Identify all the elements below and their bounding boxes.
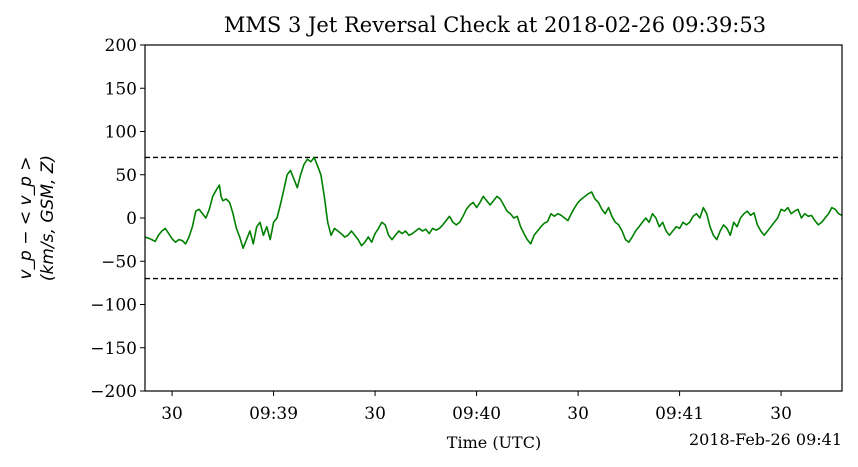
y-tick-label: −50 [101,252,137,272]
y-tick-label: −150 [90,339,137,359]
y-axis-label-line1: v_p − < v_p > [16,156,36,279]
chart-title: MMS 3 Jet Reversal Check at 2018-02-26 0… [224,13,766,37]
x-tick-label: 30 [161,404,183,424]
x-tick-label: 09:39 [249,404,298,424]
y-tick-label: −200 [90,382,137,402]
x-axis-label: Time (UTC) [447,433,541,452]
y-tick-label: −100 [90,296,137,316]
y-tick-label: 100 [105,123,137,143]
y-axis-label-line2: (km/s, GSM, Z) [38,155,58,281]
y-axis: −200 −150 −100 −50 0 50 100 150 200 [90,36,145,402]
y-tick-label: 150 [105,79,137,99]
plot-area [144,156,843,280]
x-tick-label: 30 [770,404,792,424]
series-line-1 [144,156,843,250]
plot-frame [144,44,843,392]
y-tick-label: 50 [115,166,137,186]
y-axis-label: v_p − < v_p > (km/s, GSM, Z) [16,155,58,281]
y-tick-label: 200 [105,36,137,56]
y-tick-label: 0 [126,209,137,229]
date-annotation: 2018-Feb-26 09:41 [689,430,842,449]
x-tick-label: 09:41 [655,404,704,424]
x-tick-label: 30 [567,404,589,424]
x-tick-label: 30 [364,404,386,424]
x-tick-label: 09:40 [452,404,501,424]
x-axis: 30 09:39 30 09:40 30 09:41 30 [161,391,792,424]
